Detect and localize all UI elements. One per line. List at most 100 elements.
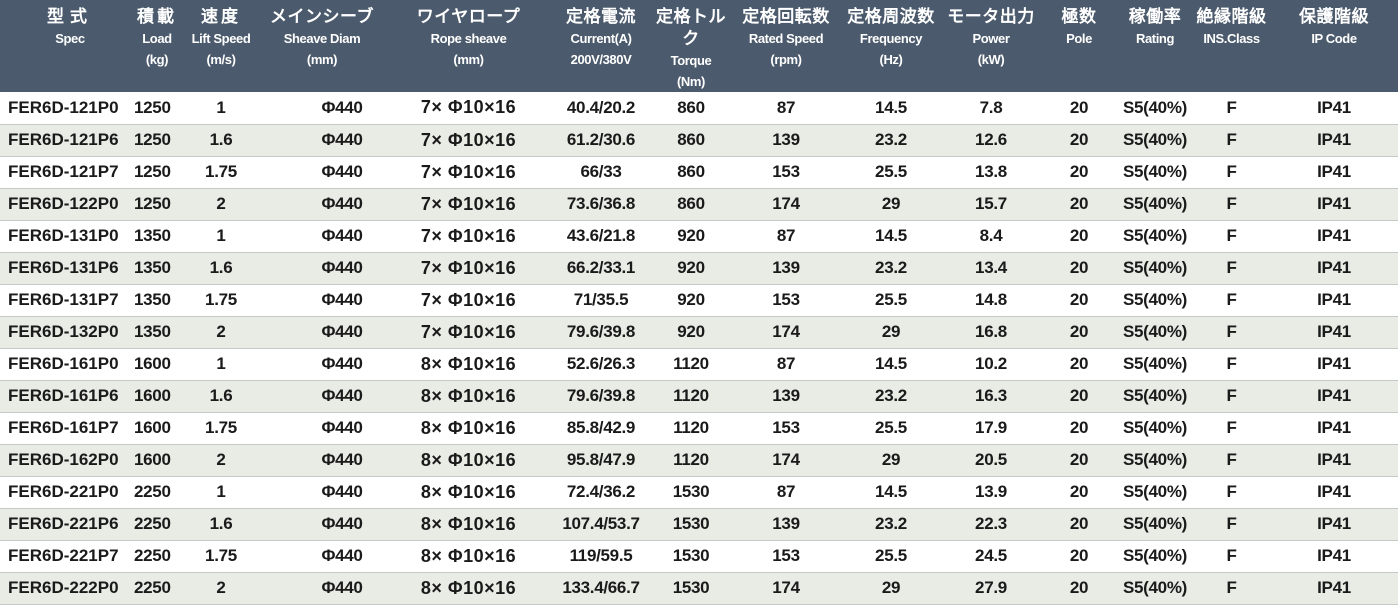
cell-rated-speed: 139 — [731, 252, 841, 285]
column-header-jp: 定格トルク — [656, 7, 726, 49]
column-header-unit: (mm) — [453, 52, 484, 67]
table-row: FER6D-121P0 1250 1 Φ440 7× Φ10×16 40.4/20.2 86… — [0, 92, 1398, 125]
cell-pole: 20 — [1041, 540, 1117, 573]
table-row: FER6D-132P0 1350 2 Φ440 7× Φ10×16 79.6/39.8 92… — [0, 316, 1398, 349]
cell-rating: S5(40%) — [1117, 540, 1193, 573]
cell-ip-code: IP41 — [1270, 412, 1398, 445]
cell-rating: S5(40%) — [1117, 92, 1193, 125]
cell-sheave-diam: Φ440 — [258, 476, 386, 509]
column-header-jp: モータ出力 — [947, 7, 1035, 27]
cell-rope-sheave: 7× Φ10×16 — [386, 220, 551, 253]
cell-rope-sheave: 8× Φ10×16 — [386, 572, 551, 605]
cell-power: 7.8 — [941, 92, 1041, 125]
column-header-current: 定格電流 Current(A) 200V/380V — [551, 0, 651, 92]
cell-model: FER6D-161P7 — [0, 412, 130, 445]
cell-rope-sheave: 7× Φ10×16 — [386, 124, 551, 157]
cell-ip-code: IP41 — [1270, 124, 1398, 157]
cell-pole: 20 — [1041, 284, 1117, 317]
cell-power: 13.4 — [941, 252, 1041, 285]
cell-current: 40.4/20.2 — [551, 92, 651, 125]
cell-current: 52.6/26.3 — [551, 348, 651, 381]
cell-lift-speed: 1.75 — [184, 540, 258, 573]
cell-ins-class: F — [1193, 348, 1270, 381]
cell-lift-speed: 1.6 — [184, 252, 258, 285]
cell-current: 133.4/66.7 — [551, 572, 651, 605]
column-header-ip-code: 保護階級 IP Code — [1270, 0, 1398, 92]
cell-rating: S5(40%) — [1117, 156, 1193, 189]
cell-power: 16.3 — [941, 380, 1041, 413]
cell-rated-speed: 87 — [731, 92, 841, 125]
cell-ins-class: F — [1193, 540, 1270, 573]
header-row: 型式 Spec 積載 Load (kg) 速度 Lift Speed (m/s)… — [0, 0, 1398, 92]
cell-sheave-diam: Φ440 — [258, 412, 386, 445]
cell-torque: 1120 — [651, 444, 731, 477]
cell-model: FER6D-131P7 — [0, 284, 130, 317]
cell-frequency: 29 — [841, 188, 941, 221]
cell-ip-code: IP41 — [1270, 540, 1398, 573]
cell-ip-code: IP41 — [1270, 188, 1398, 221]
column-header-en: Torque — [670, 53, 712, 68]
cell-ins-class: F — [1193, 188, 1270, 221]
cell-frequency: 25.5 — [841, 284, 941, 317]
cell-ins-class: F — [1193, 252, 1270, 285]
cell-rating: S5(40%) — [1117, 412, 1193, 445]
cell-rated-speed: 174 — [731, 316, 841, 349]
cell-rope-sheave: 8× Φ10×16 — [386, 476, 551, 509]
cell-ip-code: IP41 — [1270, 476, 1398, 509]
cell-frequency: 25.5 — [841, 156, 941, 189]
table-row: FER6D-131P0 1350 1 Φ440 7× Φ10×16 43.6/21.8 92… — [0, 220, 1398, 253]
cell-load: 1250 — [130, 188, 184, 221]
cell-power: 12.6 — [941, 124, 1041, 157]
column-header-frequency: 定格周波数 Frequency (Hz) — [841, 0, 941, 92]
cell-power: 13.8 — [941, 156, 1041, 189]
cell-rope-sheave: 8× Φ10×16 — [386, 348, 551, 381]
cell-model: FER6D-221P6 — [0, 508, 130, 541]
cell-pole: 20 — [1041, 476, 1117, 509]
column-header-jp: 定格周波数 — [847, 7, 935, 27]
cell-pole: 20 — [1041, 156, 1117, 189]
cell-torque: 1530 — [651, 476, 731, 509]
column-header-unit: (Hz) — [879, 52, 903, 67]
column-header-lift-speed: 速度 Lift Speed (m/s) — [184, 0, 258, 92]
cell-sheave-diam: Φ440 — [258, 252, 386, 285]
cell-rating: S5(40%) — [1117, 348, 1193, 381]
cell-torque: 1120 — [651, 348, 731, 381]
cell-current: 107.4/53.7 — [551, 508, 651, 541]
cell-sheave-diam: Φ440 — [258, 284, 386, 317]
cell-rope-sheave: 7× Φ10×16 — [386, 252, 551, 285]
column-header-jp: 速度 — [201, 7, 241, 27]
cell-sheave-diam: Φ440 — [258, 572, 386, 605]
column-header-jp: 極数 — [1061, 7, 1097, 27]
cell-power: 17.9 — [941, 412, 1041, 445]
cell-frequency: 14.5 — [841, 476, 941, 509]
cell-load: 1600 — [130, 444, 184, 477]
column-header-en: Sheave Diam — [283, 31, 361, 46]
column-header-en: Rated Speed — [748, 31, 824, 46]
cell-model: FER6D-162P0 — [0, 444, 130, 477]
cell-rated-speed: 153 — [731, 284, 841, 317]
column-header-en: Spec — [55, 31, 85, 46]
cell-model: FER6D-131P6 — [0, 252, 130, 285]
cell-rated-speed: 174 — [731, 444, 841, 477]
table-row: FER6D-221P0 2250 1 Φ440 8× Φ10×16 72.4/36.2 15… — [0, 476, 1398, 509]
cell-pole: 20 — [1041, 444, 1117, 477]
cell-ip-code: IP41 — [1270, 156, 1398, 189]
cell-power: 10.2 — [941, 348, 1041, 381]
table-row: FER6D-121P6 1250 1.6 Φ440 7× Φ10×16 61.2/30.6… — [0, 124, 1398, 157]
table-row: FER6D-221P7 2250 1.75 Φ440 8× Φ10×16 119/59.5… — [0, 540, 1398, 573]
cell-rope-sheave: 7× Φ10×16 — [386, 156, 551, 189]
table-row: FER6D-221P6 2250 1.6 Φ440 8× Φ10×16 107.4/53.… — [0, 508, 1398, 541]
cell-rated-speed: 139 — [731, 508, 841, 541]
cell-sheave-diam: Φ440 — [258, 348, 386, 381]
cell-lift-speed: 1.6 — [184, 124, 258, 157]
cell-rating: S5(40%) — [1117, 476, 1193, 509]
cell-frequency: 29 — [841, 316, 941, 349]
cell-current: 119/59.5 — [551, 540, 651, 573]
column-header-en: Rating — [1135, 31, 1175, 46]
cell-ip-code: IP41 — [1270, 284, 1398, 317]
cell-frequency: 23.2 — [841, 252, 941, 285]
cell-rated-speed: 153 — [731, 156, 841, 189]
cell-power: 24.5 — [941, 540, 1041, 573]
